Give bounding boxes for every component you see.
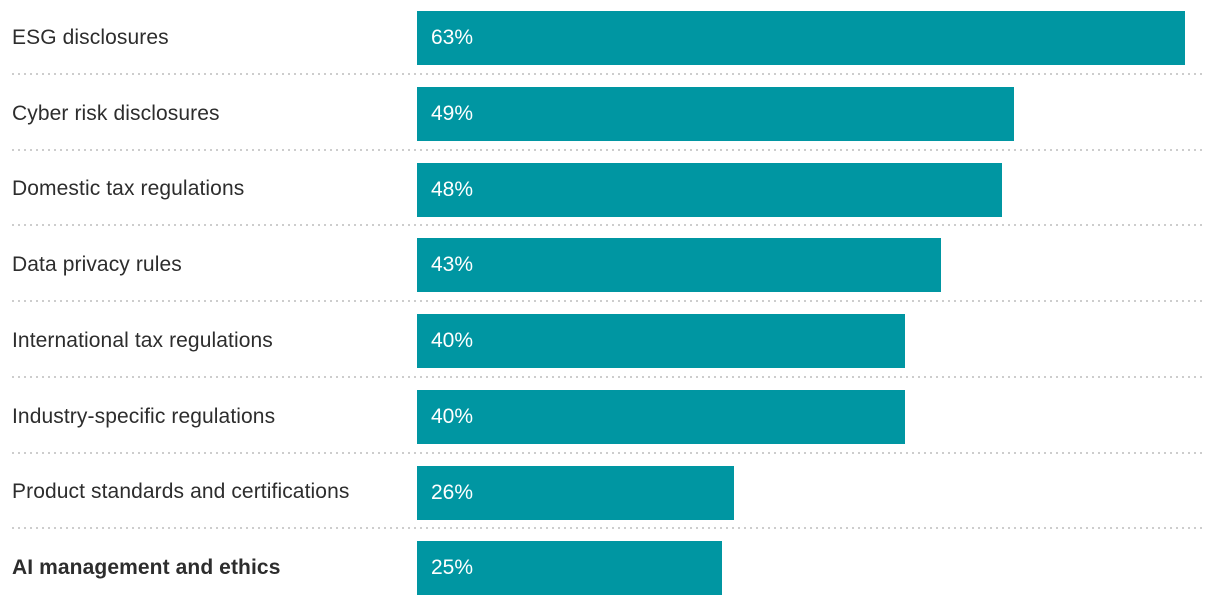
bar: 40% <box>417 314 905 368</box>
bar-row: Domestic tax regulations 48% <box>0 152 1220 228</box>
bar: 63% <box>417 11 1185 65</box>
bar: 40% <box>417 389 905 444</box>
category-label: Industry-specific regulations <box>12 404 276 428</box>
bar: 43% <box>417 238 942 293</box>
bar-value-label: 49% <box>431 101 474 125</box>
row-separator <box>12 72 1206 75</box>
category-label: Product standards and certifications <box>12 480 350 504</box>
bar-value-label: 26% <box>431 480 474 504</box>
row-separator <box>12 527 1206 530</box>
bar-row: Cyber risk disclosures 49% <box>0 76 1220 152</box>
bar: 26% <box>417 465 734 520</box>
bar-value-label: 43% <box>431 253 474 277</box>
bar-value-label: 63% <box>431 26 474 49</box>
bar: 25% <box>417 541 722 596</box>
bar: 49% <box>417 86 1015 141</box>
bar: 48% <box>417 162 1003 217</box>
bar-value-label: 48% <box>431 177 474 201</box>
bar-row: International tax regulations 40% <box>0 303 1220 379</box>
bar-row: Industry-specific regulations 40% <box>0 379 1220 455</box>
row-separator <box>12 148 1206 151</box>
category-label: Cyber risk disclosures <box>12 101 220 125</box>
bar-value-label: 40% <box>431 329 474 352</box>
row-separator <box>12 451 1206 454</box>
category-label: Domestic tax regulations <box>12 177 245 201</box>
category-label: Data privacy rules <box>12 253 182 277</box>
category-label: International tax regulations <box>12 328 273 352</box>
row-separator <box>12 300 1206 302</box>
bar-row: AI management and ethics 25% <box>0 530 1220 606</box>
bar-row: ESG disclosures 63% <box>0 0 1220 76</box>
bar-row: Data privacy rules 43% <box>0 227 1220 303</box>
bar-row: Product standards and certifications 26% <box>0 455 1220 531</box>
row-separator <box>12 375 1206 378</box>
bar-value-label: 25% <box>431 556 474 580</box>
row-separator <box>12 224 1206 227</box>
category-label: AI management and ethics <box>12 556 281 580</box>
bar-value-label: 40% <box>431 404 474 428</box>
category-label: ESG disclosures <box>12 25 169 49</box>
